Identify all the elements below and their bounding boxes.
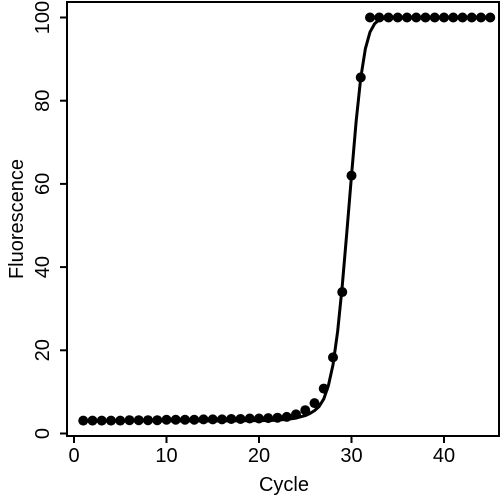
data-point bbox=[365, 12, 375, 23]
data-point bbox=[143, 415, 153, 426]
fit-curve bbox=[83, 16, 491, 423]
y-tick-label: 40 bbox=[32, 256, 54, 278]
x-tick-label: 20 bbox=[248, 445, 270, 467]
fit-curve-layer bbox=[83, 16, 491, 423]
data-point bbox=[198, 414, 209, 425]
y-axis-label: Fluorescence bbox=[6, 159, 28, 279]
y-axis: 0 20 40 60 80 100 bbox=[32, 1, 67, 439]
data-point bbox=[476, 12, 486, 23]
data-point bbox=[180, 414, 190, 425]
data-point bbox=[226, 413, 237, 424]
data-point bbox=[115, 415, 126, 426]
data-point bbox=[235, 413, 246, 424]
y-tick-label: 60 bbox=[32, 173, 54, 195]
data-point bbox=[429, 12, 440, 23]
data-point bbox=[457, 12, 468, 23]
x-tick-label: 30 bbox=[340, 445, 362, 467]
x-tick-label: 0 bbox=[68, 445, 79, 467]
data-point bbox=[189, 414, 200, 425]
data-point bbox=[466, 12, 477, 23]
data-point bbox=[309, 398, 320, 409]
data-point bbox=[420, 12, 431, 23]
data-point bbox=[133, 415, 144, 426]
data-point bbox=[124, 415, 135, 426]
y-tick-label: 0 bbox=[32, 428, 54, 439]
data-point bbox=[485, 12, 496, 23]
data-point bbox=[300, 405, 311, 416]
data-point bbox=[106, 415, 116, 426]
data-point bbox=[263, 413, 274, 424]
data-point bbox=[337, 287, 348, 298]
data-point bbox=[272, 412, 283, 423]
x-tick-label: 10 bbox=[155, 445, 177, 467]
y-tick-label: 20 bbox=[32, 339, 54, 361]
data-point bbox=[318, 383, 329, 394]
x-axis: 0 10 20 30 40 bbox=[68, 436, 455, 467]
data-point bbox=[392, 12, 403, 23]
data-points-layer bbox=[78, 12, 496, 426]
data-point bbox=[96, 415, 107, 426]
x-tick-label: 40 bbox=[433, 445, 455, 467]
data-point bbox=[217, 414, 227, 425]
data-point bbox=[328, 352, 338, 363]
data-point bbox=[161, 414, 172, 425]
data-point bbox=[374, 12, 385, 23]
data-point bbox=[402, 12, 412, 23]
data-point bbox=[383, 12, 394, 23]
data-point bbox=[254, 413, 264, 424]
data-point bbox=[281, 411, 292, 422]
plot-frame bbox=[66, 1, 500, 437]
data-point bbox=[207, 414, 218, 425]
data-point bbox=[346, 170, 357, 181]
data-point bbox=[291, 409, 301, 420]
data-point bbox=[411, 12, 422, 23]
data-point bbox=[87, 415, 98, 426]
data-point bbox=[448, 12, 459, 23]
data-point bbox=[439, 12, 449, 23]
data-point bbox=[355, 72, 366, 83]
data-point bbox=[170, 414, 181, 425]
y-tick-label: 100 bbox=[32, 1, 54, 34]
data-point bbox=[152, 415, 163, 426]
y-tick-label: 80 bbox=[32, 90, 54, 112]
x-axis-label: Cycle bbox=[259, 474, 309, 496]
data-point bbox=[244, 413, 255, 424]
data-point bbox=[78, 415, 89, 426]
